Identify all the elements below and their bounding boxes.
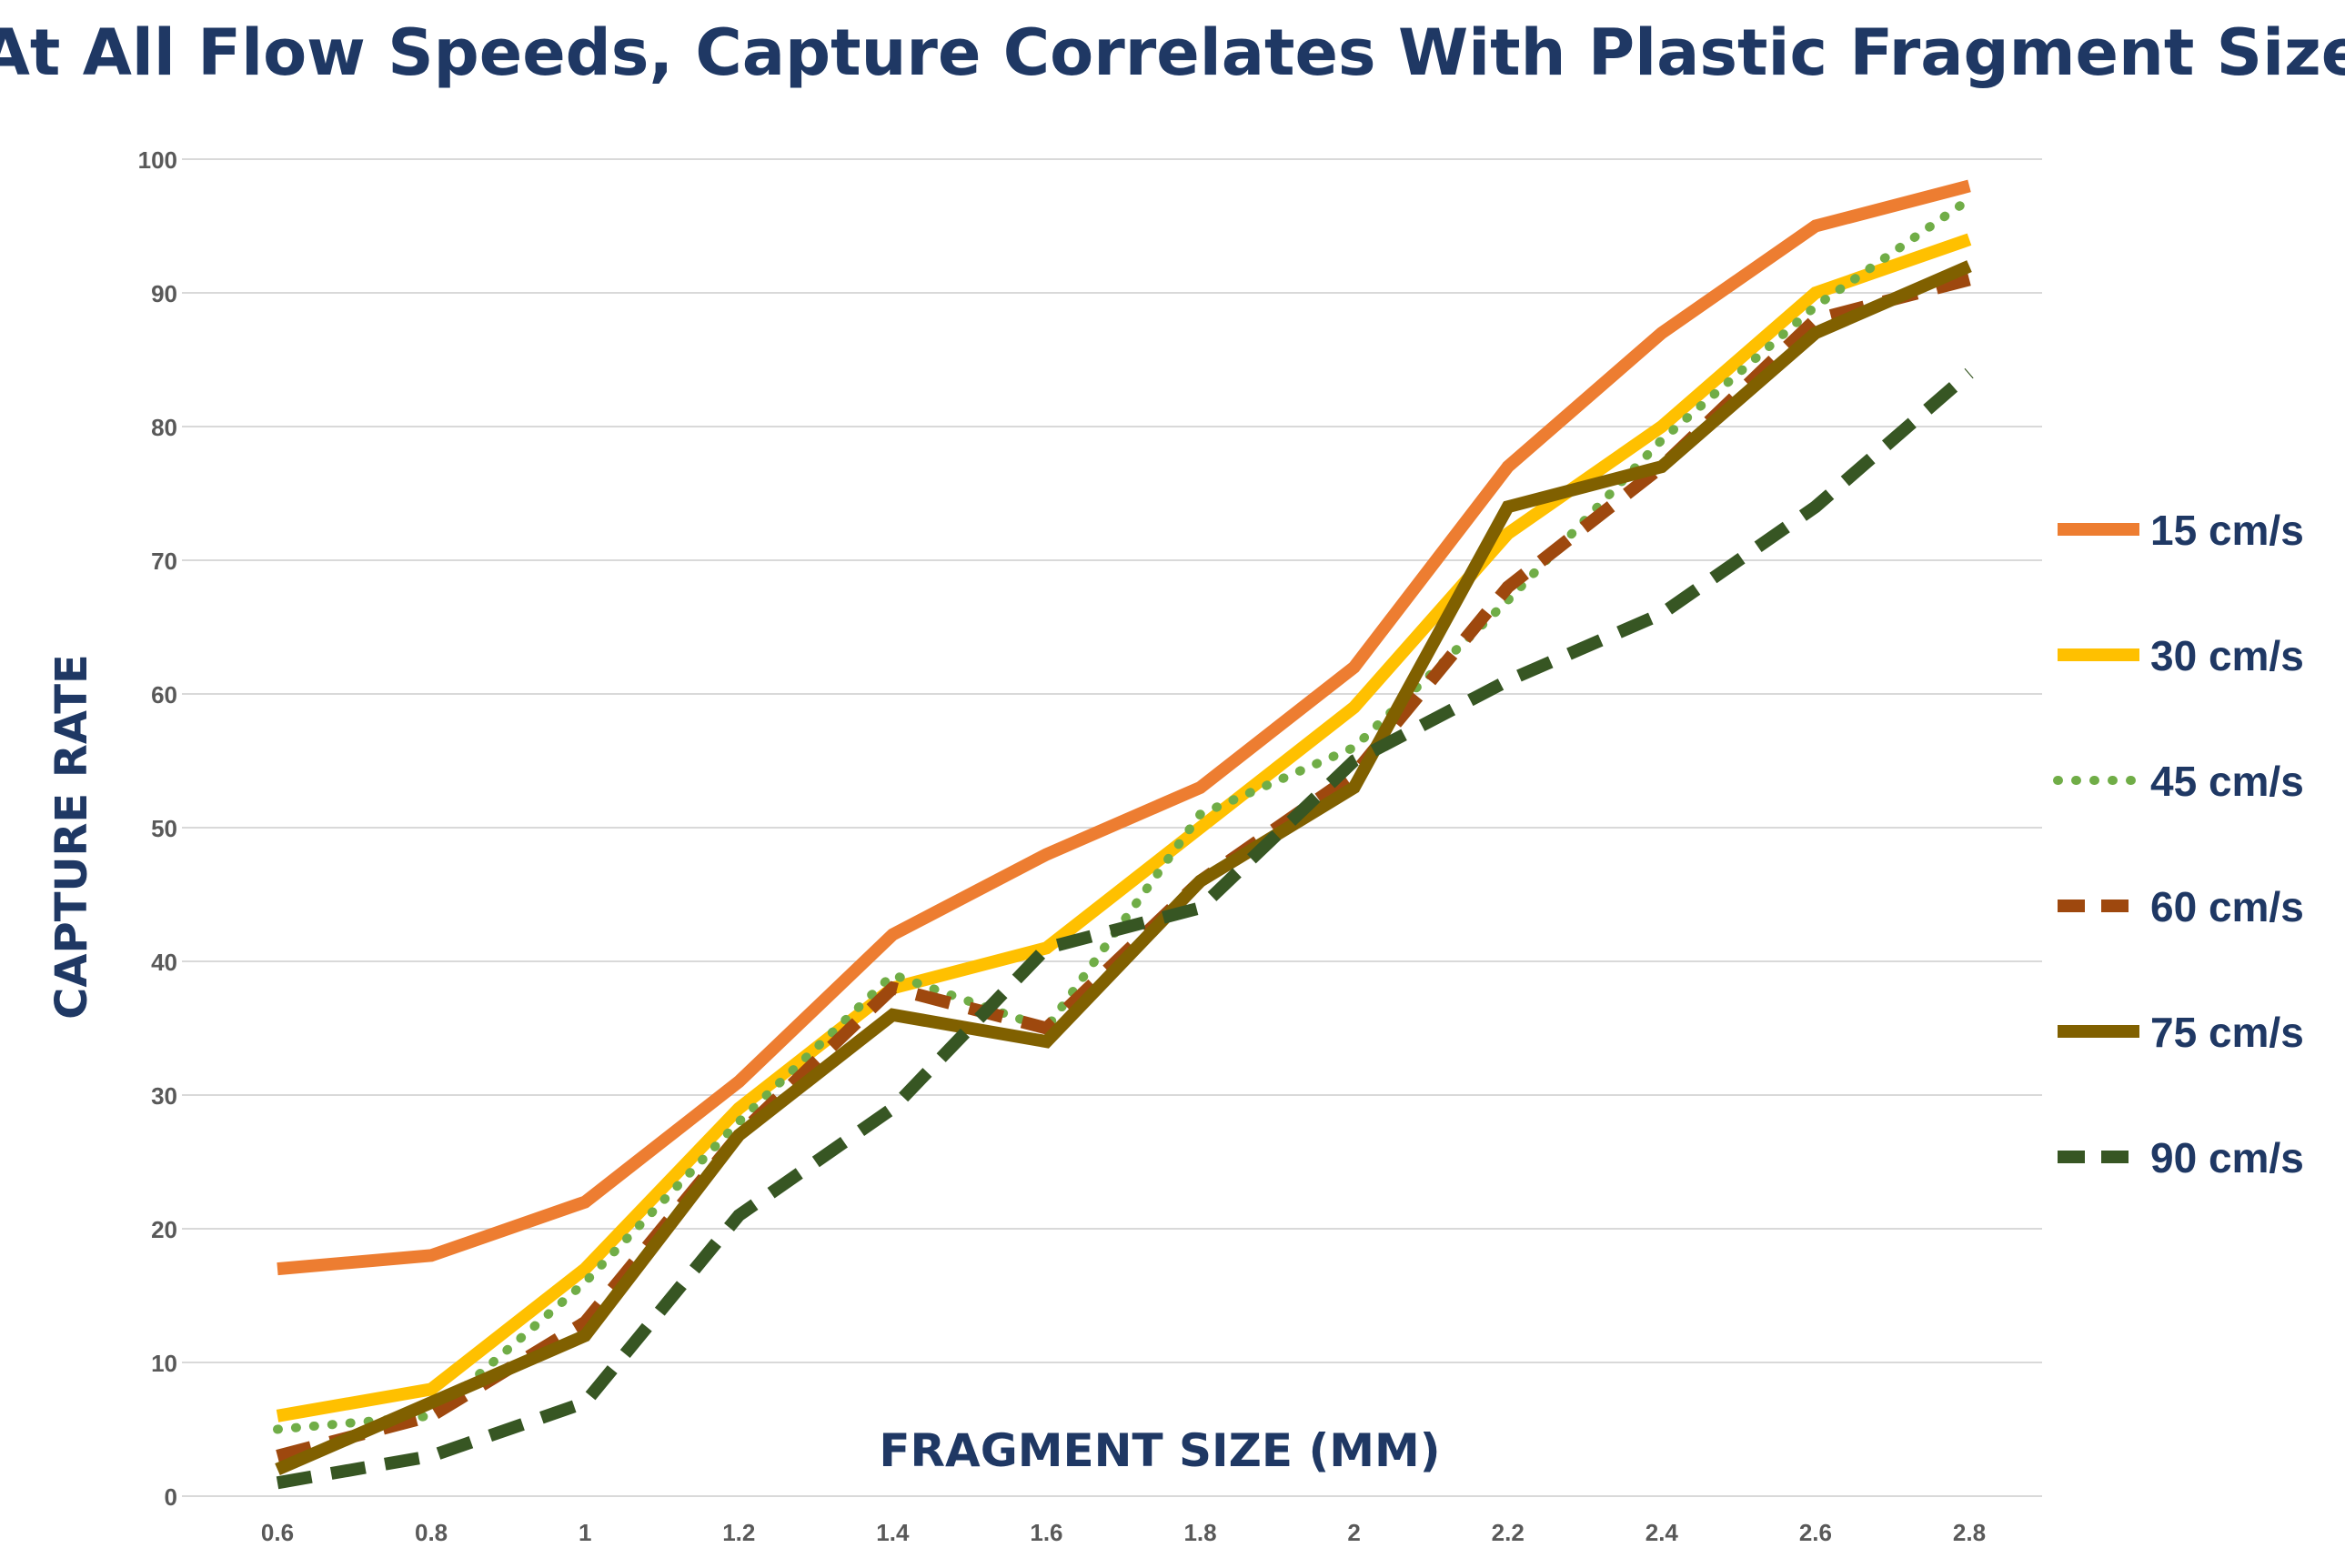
y-tick-label: 40 bbox=[151, 949, 177, 976]
y-tick-label: 70 bbox=[151, 548, 177, 575]
y-tick-label: 10 bbox=[151, 1350, 177, 1377]
series-line-75-cm-s bbox=[275, 260, 1972, 1476]
x-tick-label: 0.6 bbox=[261, 1519, 294, 1546]
y-tick-label: 0 bbox=[165, 1483, 177, 1511]
x-tick-label: 1.8 bbox=[1183, 1519, 1216, 1546]
chart-title: At All Flow Speeds, Capture Correlates W… bbox=[0, 15, 2345, 90]
y-tick-label: 80 bbox=[151, 414, 177, 441]
legend-label: 15 cm/s bbox=[2150, 507, 2304, 554]
legend-label: 45 cm/s bbox=[2150, 758, 2304, 805]
series-line-45-cm-s bbox=[273, 195, 1974, 1434]
y-axis-title: CAPTURE RATE bbox=[46, 654, 97, 1020]
series-line-60-cm-s bbox=[276, 273, 1971, 1462]
legend-label: 90 cm/s bbox=[2150, 1134, 2304, 1181]
y-tick-label: 100 bbox=[138, 146, 177, 174]
y-tick-label: 50 bbox=[151, 815, 177, 842]
legend-label: 75 cm/s bbox=[2150, 1009, 2304, 1056]
x-tick-label: 2 bbox=[1347, 1519, 1360, 1546]
series-line-30-cm-s bbox=[276, 233, 1972, 1422]
x-tick-label: 2.2 bbox=[1492, 1519, 1525, 1546]
y-tick-label: 20 bbox=[151, 1216, 177, 1243]
series-lines bbox=[273, 179, 1974, 1490]
y-tick-label: 30 bbox=[151, 1082, 177, 1110]
y-axis-ticks: 0 10 20 30 40 50 60 70 80 90 100 bbox=[138, 146, 177, 1511]
x-tick-label: 1.6 bbox=[1030, 1519, 1062, 1546]
x-tick-label: 2.6 bbox=[1799, 1519, 1832, 1546]
x-tick-label: 1.4 bbox=[876, 1519, 910, 1546]
x-axis-title: FRAGMENT SIZE (MM) bbox=[879, 1424, 1440, 1477]
x-tick-label: 2.4 bbox=[1646, 1519, 1679, 1546]
x-tick-label: 2.8 bbox=[1953, 1519, 1986, 1546]
y-tick-label: 60 bbox=[151, 681, 177, 709]
series-line-15-cm-s bbox=[277, 179, 1971, 1276]
x-tick-label: 0.8 bbox=[415, 1519, 448, 1546]
x-tick-label: 1 bbox=[579, 1519, 591, 1546]
y-tick-label: 90 bbox=[151, 280, 177, 307]
x-axis-ticks: 0.6 0.8 1 1.2 1.4 1.6 1.8 2 2.2 2.4 2.6 2.8 bbox=[261, 1519, 1986, 1546]
legend: 15 cm/s 30 cm/s 45 cm/s 60 cm/s 75 cm/s 90 cm… bbox=[2053, 507, 2304, 1181]
series-line-90-cm-s bbox=[276, 367, 1974, 1490]
x-tick-label: 1.2 bbox=[722, 1519, 755, 1546]
legend-label: 60 cm/s bbox=[2150, 883, 2304, 930]
legend-label: 30 cm/s bbox=[2150, 632, 2304, 679]
